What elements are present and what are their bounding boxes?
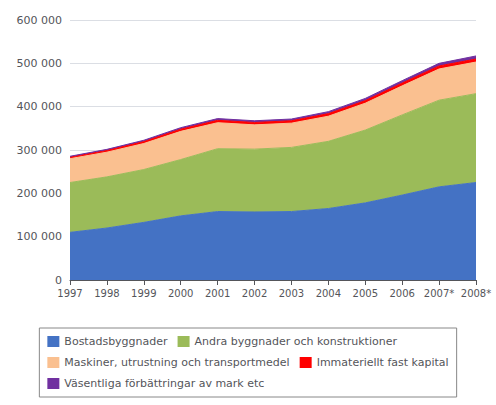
svg-text:Bostadsbyggnader: Bostadsbyggnader: [64, 335, 168, 348]
svg-text:0: 0: [55, 274, 62, 287]
svg-text:2004: 2004: [316, 288, 341, 299]
svg-text:1998: 1998: [94, 288, 119, 299]
svg-text:100 000: 100 000: [17, 230, 63, 243]
svg-text:2001: 2001: [205, 288, 230, 299]
svg-text:Immateriellt fast kapital: Immateriellt fast kapital: [317, 356, 449, 369]
svg-text:2000: 2000: [168, 288, 193, 299]
svg-text:2006: 2006: [389, 288, 414, 299]
svg-text:2002: 2002: [242, 288, 267, 299]
svg-text:600 000: 600 000: [17, 14, 63, 27]
svg-text:Andra byggnader och konstrukti: Andra byggnader och konstruktioner: [195, 335, 398, 348]
svg-text:2005: 2005: [353, 288, 378, 299]
svg-text:2003: 2003: [279, 288, 304, 299]
svg-text:200 000: 200 000: [17, 187, 63, 200]
svg-text:1999: 1999: [131, 288, 156, 299]
svg-text:400 000: 400 000: [17, 100, 63, 113]
svg-text:Väsentliga förbättringar av ma: Väsentliga förbättringar av mark etc: [64, 377, 264, 390]
svg-text:2008*: 2008*: [461, 288, 491, 299]
svg-text:1997: 1997: [57, 288, 82, 299]
svg-text:300 000: 300 000: [17, 144, 63, 157]
svg-text:2007*: 2007*: [424, 288, 454, 299]
svg-text:500 000: 500 000: [17, 57, 63, 70]
svg-text:Maskiner, utrustning och trans: Maskiner, utrustning och transportmedel: [64, 356, 289, 369]
